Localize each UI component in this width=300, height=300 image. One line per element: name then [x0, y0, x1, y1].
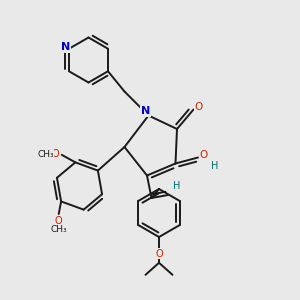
Text: O: O	[195, 101, 203, 112]
Text: O: O	[55, 216, 62, 226]
Text: N: N	[141, 106, 150, 116]
Text: H: H	[173, 181, 181, 191]
Text: O: O	[51, 149, 59, 159]
Text: CH₃: CH₃	[37, 150, 54, 159]
Text: O: O	[199, 150, 208, 160]
Text: O: O	[155, 249, 163, 259]
Text: CH₃: CH₃	[50, 225, 67, 234]
Text: N: N	[61, 42, 70, 52]
Text: H: H	[211, 161, 218, 172]
